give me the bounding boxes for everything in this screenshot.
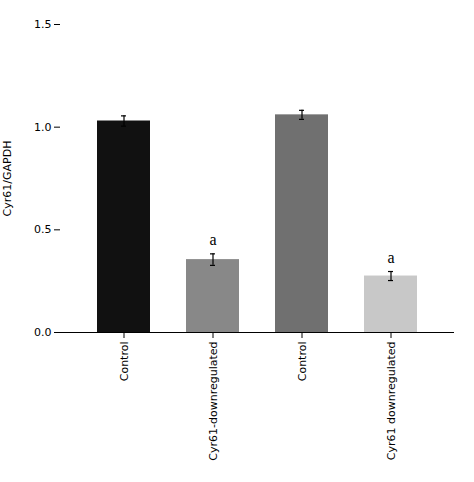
- svg-text:Control: Control: [118, 342, 131, 382]
- svg-text:Cyr61/GAPDH: Cyr61/GAPDH: [1, 141, 14, 217]
- svg-text:1.5: 1.5: [34, 18, 52, 31]
- svg-text:Cyr61-downregulated: Cyr61-downregulated: [207, 342, 220, 461]
- svg-text:Control: Control: [296, 342, 309, 382]
- svg-text:1.0: 1.0: [34, 121, 52, 134]
- svg-text:0.5: 0.5: [34, 223, 52, 236]
- svg-text:a: a: [387, 249, 394, 266]
- svg-text:0.0: 0.0: [34, 326, 52, 339]
- svg-text:a: a: [209, 231, 216, 248]
- svg-text:Cyr61 downregulated: Cyr61 downregulated: [385, 342, 398, 461]
